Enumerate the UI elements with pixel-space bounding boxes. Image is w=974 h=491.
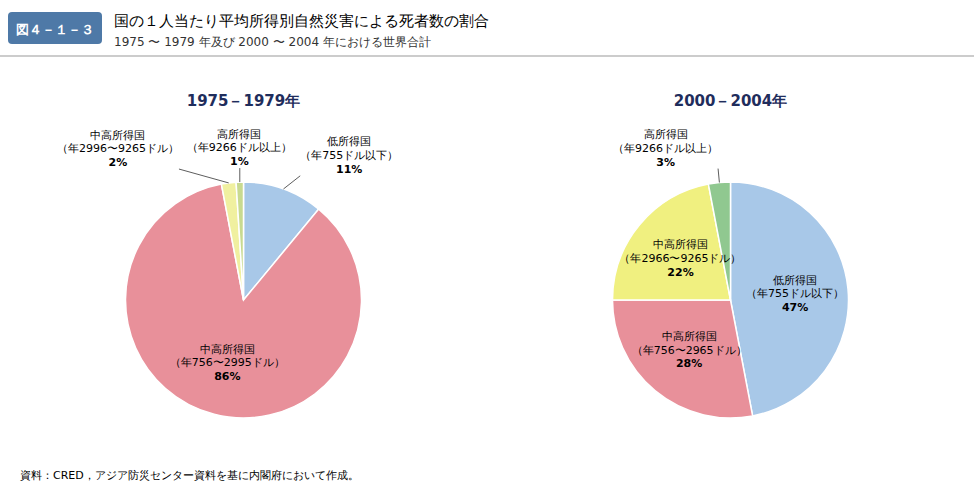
slice-label-line: （年756〜2995ドル） <box>170 356 285 369</box>
source: 資料：CRED，アジア防災センター資料を基に内閣府において作成。 <box>20 469 359 482</box>
labels: 低所得国（年755ドル以下）11%中高所得国（年756〜2995ドル）86%中高… <box>57 128 398 384</box>
slice-label: 低所得国（年755ドル以下）11% <box>300 135 398 176</box>
slice-label-line: 中高所得国 <box>662 330 717 343</box>
data-label: 11% <box>336 163 362 176</box>
pie-chart: 1975－1979年低所得国（年755ドル以下）11%中高所得国（年756〜29… <box>57 92 398 418</box>
labels: 低所得国（年755ドル以下）47%中高所得国（年756〜2965ドル）28%中高… <box>613 128 844 370</box>
leader-lines <box>718 169 719 183</box>
data-label: 22% <box>667 266 693 279</box>
slice <box>221 182 243 300</box>
slice-label: 中高所得国（年756〜2965ドル）28% <box>632 330 747 371</box>
data-label: 1% <box>230 155 249 168</box>
slice-label-line: （年2966〜9265ドル） <box>619 252 741 265</box>
slice-label-line: 中高所得国 <box>90 129 145 142</box>
figure-label: 図４－１－３ <box>16 22 94 37</box>
figure-label-box <box>8 12 102 44</box>
separator <box>0 56 974 57</box>
slice-label-line: 高所得国 <box>644 128 688 141</box>
subtitle: 1975 〜 1979 年及び 2000 〜 2004 年における世界合計 <box>114 35 431 49</box>
slice-label-line: 低所得国 <box>773 274 817 287</box>
slice-label-line: （年755ドル以下） <box>300 149 398 162</box>
slice-label: 中高所得国（年756〜2995ドル）86% <box>170 343 285 384</box>
leader-line <box>179 169 229 183</box>
slice-label-line: 高所得国 <box>217 128 261 141</box>
slices <box>126 182 362 418</box>
leader-lines <box>179 168 300 189</box>
slices <box>613 182 849 418</box>
leader-line <box>283 176 300 189</box>
slice-label-line: （年756〜2965ドル） <box>632 344 747 357</box>
slice-label-line: （年9266ドル以上） <box>187 141 292 154</box>
slice-label: 中高所得国（年2966〜9265ドル）22% <box>619 238 741 279</box>
slice <box>236 182 243 300</box>
slice <box>731 182 849 416</box>
slice <box>613 300 753 418</box>
slice-label-line: （年755ドル以下） <box>746 287 844 300</box>
pie-title: 1975－1979年 <box>187 92 301 110</box>
slice-label: 高所得国（年9266ドル以上）3% <box>613 128 718 169</box>
data-label: 86% <box>214 370 240 383</box>
slice-label-line: 中高所得国 <box>653 238 708 251</box>
slice-label: 高所得国（年9266ドル以上）1% <box>187 128 292 169</box>
data-label: 3% <box>656 156 675 169</box>
leader-line <box>718 169 719 183</box>
slice <box>708 182 730 300</box>
pie-chart: 2000－2004年低所得国（年755ドル以下）47%中高所得国（年756〜29… <box>613 92 849 418</box>
leader-line <box>239 168 240 182</box>
title: 国の１人当たり平均所得別自然災害による死者数の割合 <box>114 12 489 30</box>
slice-label: 低所得国（年755ドル以下）47% <box>746 274 844 315</box>
figure: 図４－１－３ 国の１人当たり平均所得別自然災害による死者数の割合 1975 〜 19… <box>0 0 974 491</box>
data-label: 2% <box>109 156 128 169</box>
data-label: 28% <box>676 357 702 370</box>
data-label: 47% <box>782 301 808 314</box>
pie-title: 2000－2004年 <box>674 92 788 110</box>
slice-label: 中高所得国（年2996〜9265ドル）2% <box>57 129 179 170</box>
slice-label-line: 中高所得国 <box>200 343 255 356</box>
slice-label-line: 低所得国 <box>327 135 371 148</box>
slice-label-line: （年2996〜9265ドル） <box>57 142 179 155</box>
slice-label-line: （年9266ドル以上） <box>613 142 718 155</box>
header: 図４－１－３ 国の１人当たり平均所得別自然災害による死者数の割合 1975 〜 19… <box>0 12 974 56</box>
